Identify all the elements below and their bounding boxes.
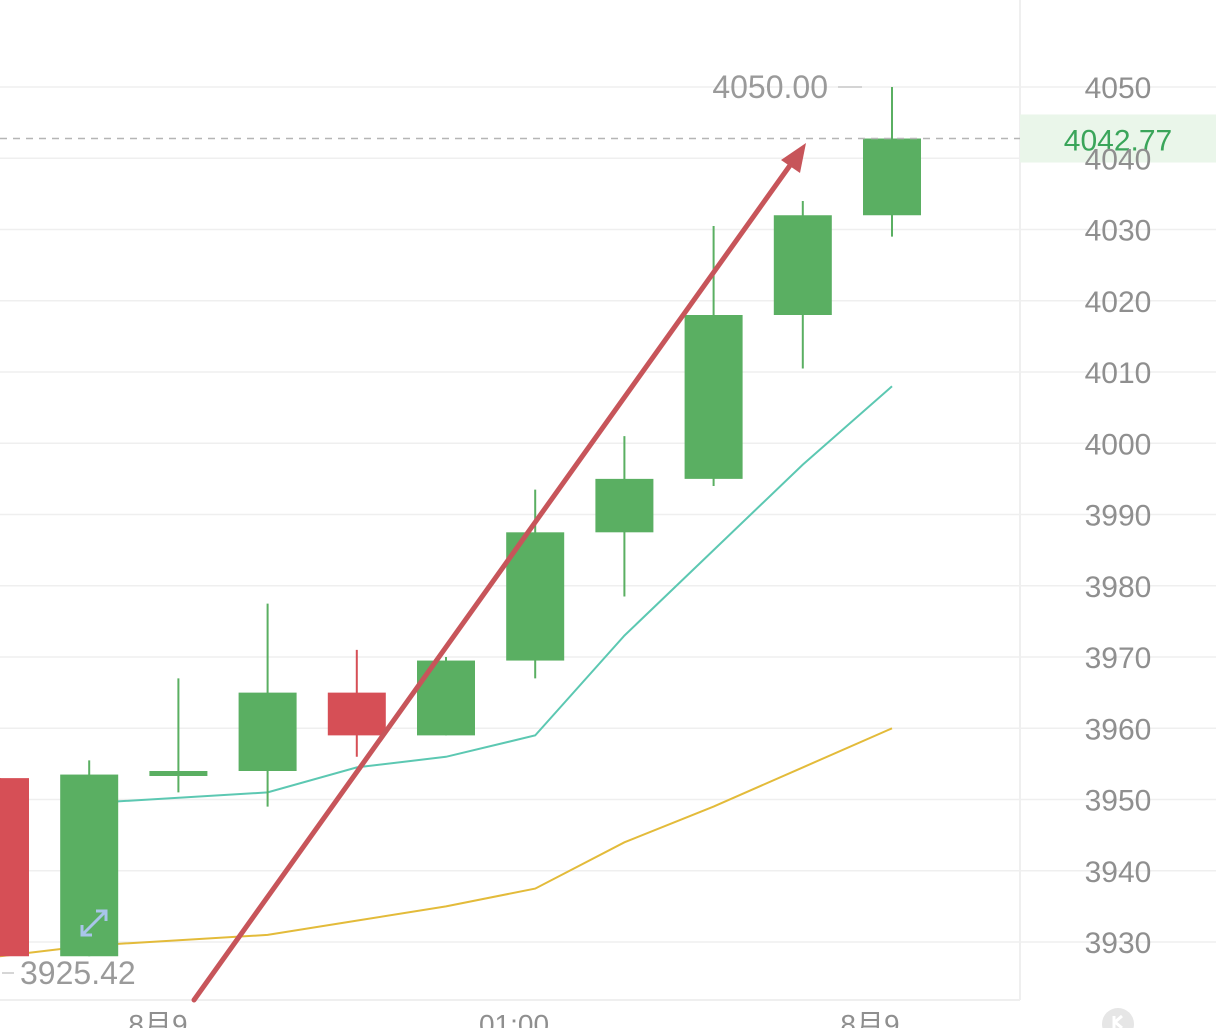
candle[interactable] — [773, 201, 832, 369]
last-price-box — [1020, 114, 1216, 163]
y-tick-label: 4050 — [1085, 72, 1152, 105]
candle[interactable] — [595, 436, 654, 597]
candle[interactable] — [238, 603, 297, 807]
moving-average-line — [89, 385, 893, 805]
candle[interactable] — [327, 649, 386, 757]
candle-body — [773, 215, 832, 315]
y-tick-label: 4010 — [1085, 357, 1152, 390]
y-tick-label: 3930 — [1085, 927, 1152, 960]
y-tick-label: 3980 — [1085, 571, 1152, 604]
trend-arrow — [191, 143, 806, 1003]
candle[interactable] — [149, 678, 208, 793]
candle[interactable] — [417, 657, 475, 736]
candle[interactable] — [506, 489, 565, 679]
trend-arrow-head — [781, 143, 806, 173]
candle-body — [863, 138, 921, 216]
x-axis-ticks: 8月9 01:00 8月9 — [128, 1009, 899, 1028]
scroll-to-latest-button[interactable] — [1102, 1008, 1134, 1028]
y-tick-label: 4000 — [1085, 428, 1152, 461]
last-price-marker: 4042.77 — [0, 114, 1216, 163]
last-price-label: 4042.77 — [1064, 125, 1172, 158]
high-price-label: 4050.00 — [712, 69, 828, 105]
y-tick-label: 3960 — [1085, 713, 1152, 746]
x-tick-label: 01:00 — [479, 1009, 549, 1028]
grid-lines — [0, 86, 1216, 943]
x-tick-label: 8月9 — [840, 1009, 899, 1028]
candles — [0, 87, 921, 957]
low-price-label: 3925.42 — [20, 955, 136, 991]
trend-arrow-shaft — [191, 154, 799, 1003]
candle-body — [149, 771, 208, 776]
y-tick-label: 3950 — [1085, 785, 1152, 818]
candle-body — [327, 692, 386, 736]
x-tick-label: 8月9 — [128, 1009, 187, 1028]
candle-body — [506, 532, 565, 661]
y-tick-label: 4020 — [1085, 286, 1152, 319]
candle-body — [595, 478, 654, 533]
candle[interactable] — [0, 778, 29, 957]
y-tick-label: 3940 — [1085, 856, 1152, 889]
y-tick-label: 4030 — [1085, 215, 1152, 248]
candle-body — [238, 692, 297, 771]
candle[interactable] — [863, 87, 921, 237]
candle-body — [0, 778, 29, 957]
candle[interactable] — [684, 225, 743, 486]
price-annotations: 4050.00 3925.42 — [2, 69, 862, 991]
y-tick-label: 4040 — [1085, 143, 1152, 176]
y-axis-ticks: 4050 4040 4030 4020 4010 4000 3990 3980 3970 3960… — [1085, 72, 1152, 960]
moving-average-line — [0, 727, 893, 958]
y-tick-label: 3990 — [1085, 500, 1152, 533]
moving-average-lines — [0, 385, 893, 958]
expand-icon[interactable] — [80, 909, 108, 937]
y-tick-label: 3970 — [1085, 642, 1152, 675]
candle-body — [684, 315, 743, 479]
